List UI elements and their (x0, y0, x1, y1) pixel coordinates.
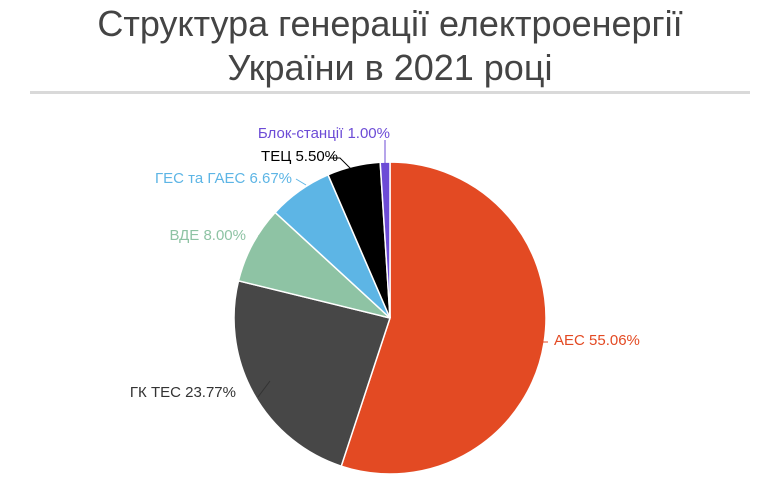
chart-title-line-2: України в 2021 році (227, 47, 553, 88)
title-divider (30, 91, 750, 94)
slice-labels: АЕС 55.06% ГК ТЕС 23.77% ВДЕ 8.00% ГЕС та Г… (130, 125, 640, 401)
slice-label: ГК ТЕС 23.77% (130, 384, 236, 401)
label-leader-line (257, 380, 271, 398)
slice-label: ГЕС та ГАЕС 6.67% (155, 170, 292, 187)
label-leader-lines (257, 140, 548, 398)
chart-title-line-1: Структура генерації електроенергії (97, 3, 683, 44)
chart-title: Структура генерації електроенергії Украї… (0, 2, 780, 90)
slice-label: ВДЕ 8.00% (169, 227, 246, 244)
slice-label: АЕС 55.06% (554, 332, 640, 349)
label-leader-line (295, 178, 307, 186)
slice-label: ТЕЦ 5.50% (261, 148, 338, 165)
slice-label: Блок-станції 1.00% (258, 125, 390, 142)
label-leader-line (330, 157, 353, 171)
pie-slice (340, 161, 547, 475)
pie-slice (233, 279, 391, 468)
pie-slices (233, 161, 547, 475)
